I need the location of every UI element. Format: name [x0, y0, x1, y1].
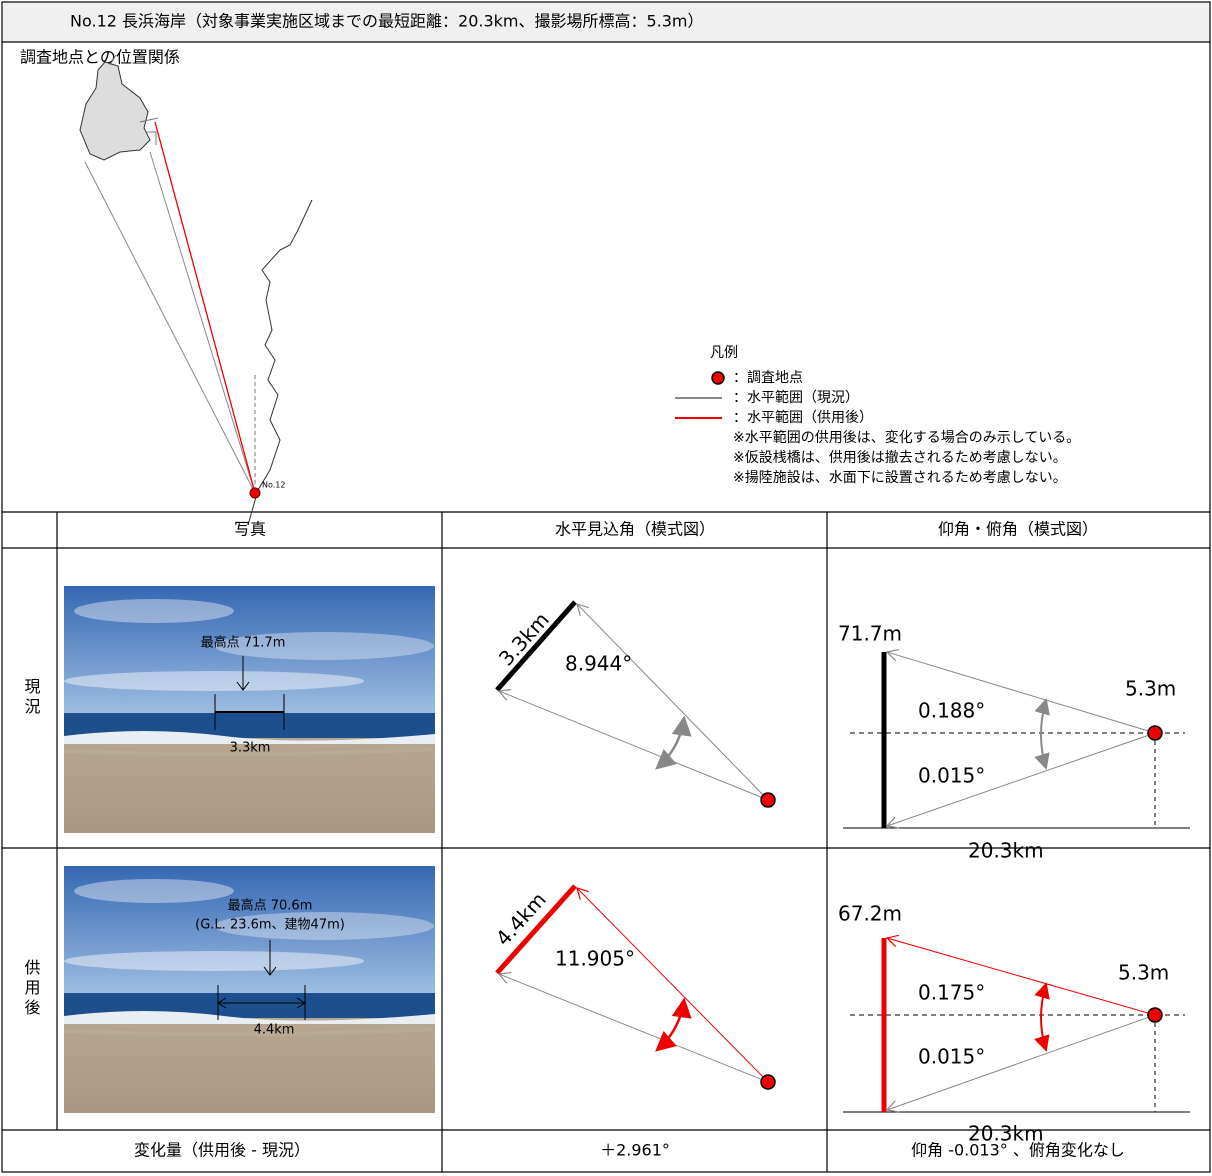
photo-peak: 最高点 70.6m	[228, 898, 313, 914]
column-header: 水平見込角（模式図）	[555, 520, 715, 539]
elevation-up: 0.188°	[918, 699, 985, 723]
legend: 凡例 ：調査地点 ：水平範囲（現況） ：水平範囲（供用後） ※水平範囲の供用後は…	[675, 345, 1080, 486]
elevation-diagram	[843, 652, 1190, 828]
change-horizontal: ＋2.961°	[600, 1141, 670, 1160]
elevation-up: 0.175°	[918, 981, 985, 1005]
legend-title: 凡例	[710, 345, 738, 361]
header-bg	[3, 3, 1209, 41]
elevation-distance: 20.3km	[968, 839, 1044, 863]
legend-note: ※仮設桟橋は、供用後は撤去されるため考慮しない。	[733, 450, 1067, 466]
legend-item: ：水平範囲（現況）	[733, 389, 859, 406]
photo-peak: 最高点 71.7m	[201, 635, 286, 651]
row-label: 供用後	[22, 959, 41, 1019]
elevation-height: 71.7m	[838, 622, 902, 646]
photo-detail: (G.L. 23.6m、建物47m)	[195, 918, 345, 933]
legend-item: ：調査地点	[733, 370, 803, 386]
change-label: 変化量（供用後 - 現況）	[134, 1141, 310, 1160]
legend-note: ※水平範囲の供用後は、変化する場合のみ示している。	[733, 429, 1080, 446]
row-label: 現況	[22, 678, 41, 718]
column-header: 仰角・俯角（模式図）	[938, 520, 1098, 539]
elevation-distance: 20.3km	[968, 1122, 1044, 1146]
elevation-diagram	[843, 938, 1190, 1112]
point-label: No.12	[262, 481, 285, 490]
elevation-down: 0.015°	[918, 764, 985, 788]
horizontal-angle: 8.944°	[565, 652, 632, 676]
horizontal-length: 4.4km	[491, 888, 551, 951]
photo-annotation	[214, 656, 285, 730]
horizontal-angle: 11.905°	[555, 947, 635, 971]
elevation-down: 0.015°	[918, 1045, 985, 1069]
elevation-height: 67.2m	[838, 902, 902, 926]
map: No.12	[79, 54, 313, 526]
horizontal-diagram	[495, 600, 776, 808]
map-label: 調査地点との位置関係	[20, 48, 180, 67]
title: No.12 長浜海岸（対象事業実施区域までの最短距離：20.3km、撮影場所標高…	[70, 12, 704, 31]
photo	[62, 584, 437, 835]
change-elevation: 仰角 -0.013° 、俯角変化なし	[911, 1141, 1125, 1160]
photo-width: 4.4km	[254, 1023, 295, 1038]
elevation-observer: 5.3m	[1118, 961, 1169, 985]
column-header: 写真	[234, 520, 266, 539]
legend-item: ：水平範囲（供用後）	[733, 409, 873, 426]
photo-width: 3.3km	[230, 741, 271, 756]
horizontal-diagram	[495, 884, 776, 1090]
elevation-observer: 5.3m	[1125, 677, 1176, 701]
legend-note: ※揚陸施設は、水面下に設置されるため考慮しない。	[733, 469, 1067, 486]
photo-annotation	[217, 940, 306, 1020]
